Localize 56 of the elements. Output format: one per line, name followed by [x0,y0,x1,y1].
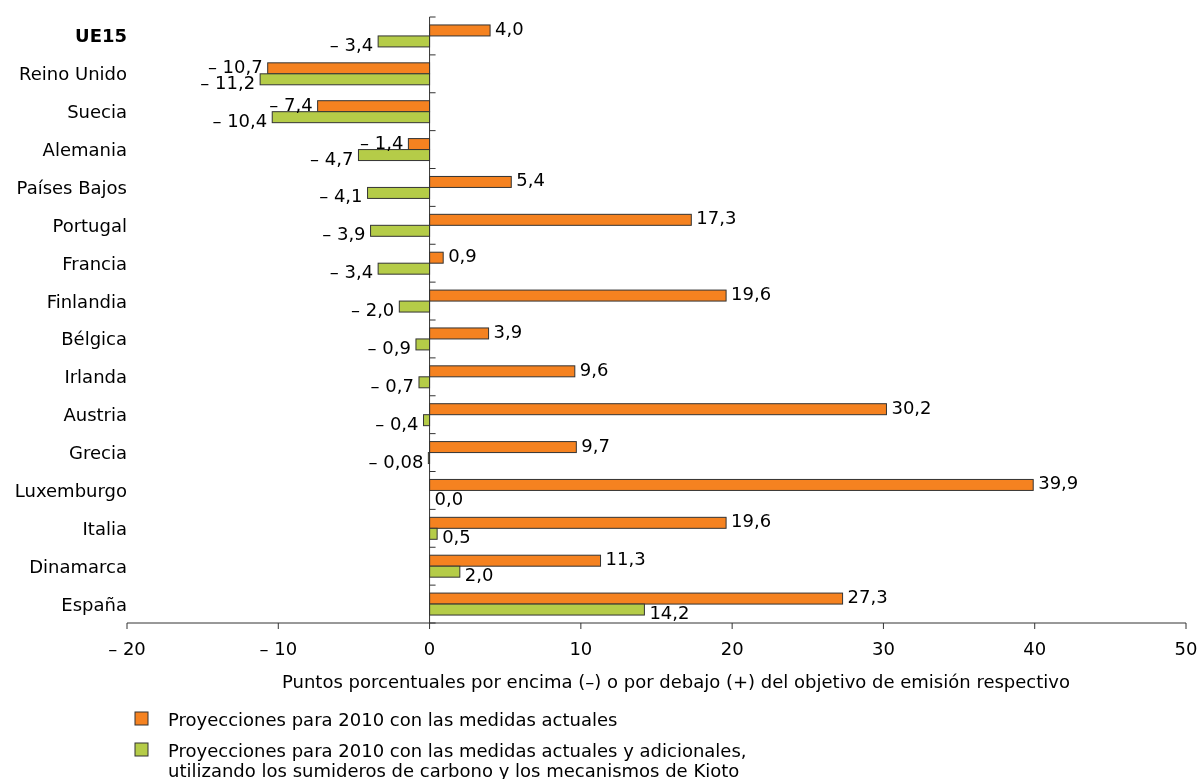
y-tick-label: España [61,593,127,615]
x-tick-label: 50 [1174,637,1198,659]
y-tick-label: Países Bajos [16,176,127,198]
data-label: 11,3 [605,548,646,570]
data-label: 0,5 [442,526,471,548]
x-tick-label: 40 [1023,637,1047,659]
x-tick-label: 0 [423,637,436,659]
y-tick-label: Alemania [42,139,127,161]
data-label: 0,0 [434,488,464,510]
data-label: 39,9 [1038,472,1079,494]
data-label: – 1,4 [360,131,404,153]
y-tick-label: Finlandia [46,290,127,312]
x-axis-title: Puntos porcentuales por encima (–) o por debajo (+) del objetivo de emisión respectivo [282,670,1070,692]
y-tick-label: Suecia [67,101,127,123]
x-tick-label: – 20 [108,637,146,659]
data-label: 19,6 [731,283,772,305]
data-label: 17,3 [696,207,737,229]
data-label: – 0,4 [375,412,419,434]
data-label: 2,0 [464,564,494,586]
y-tick-label: Austria [63,404,127,426]
y-tick-label: Francia [62,252,127,274]
data-label: 9,6 [579,358,609,380]
x-tick-label: 30 [871,637,895,659]
data-label: – 0,08 [368,450,424,472]
data-label: 30,2 [891,396,932,418]
data-label: – 4,7 [310,147,354,169]
y-tick-label: Grecia [69,442,127,464]
data-label: 14,2 [649,602,690,624]
x-tick-label: 10 [569,637,593,659]
x-tick-label: 20 [720,637,744,659]
data-label: – 3,9 [322,223,366,245]
data-label: – 0,7 [370,374,414,396]
y-tick-label: Irlanda [64,366,127,388]
data-label: – 2,0 [350,299,395,321]
data-label: – 10,4 [212,109,268,131]
data-label: 0,9 [448,245,477,267]
data-label: 4,0 [495,17,524,39]
data-label: 5,4 [516,169,545,191]
y-tick-label: UE15 [75,25,127,47]
data-label: – 7,4 [269,93,313,115]
x-tick-label: – 10 [259,637,298,659]
legend-label: Proyecciones para 2010 con las medidas actuales [168,708,618,730]
y-tick-label: Reino Unido [19,63,127,85]
y-tick-label: Dinamarca [29,555,127,577]
data-label: 3,9 [493,320,523,342]
data-label: – 3,4 [329,33,374,55]
y-tick-label: Italia [82,517,127,539]
data-label: – 3,4 [329,261,374,283]
data-label: 9,7 [581,434,610,456]
data-label: – 0,9 [367,336,411,358]
data-label: 27,3 [847,586,888,608]
y-tick-label: Portugal [52,214,127,236]
y-tick-label: Bélgica [61,328,127,350]
data-label: 19,6 [731,510,772,532]
y-tick-label: Luxemburgo [14,479,127,501]
data-label: – 4,1 [319,185,363,207]
